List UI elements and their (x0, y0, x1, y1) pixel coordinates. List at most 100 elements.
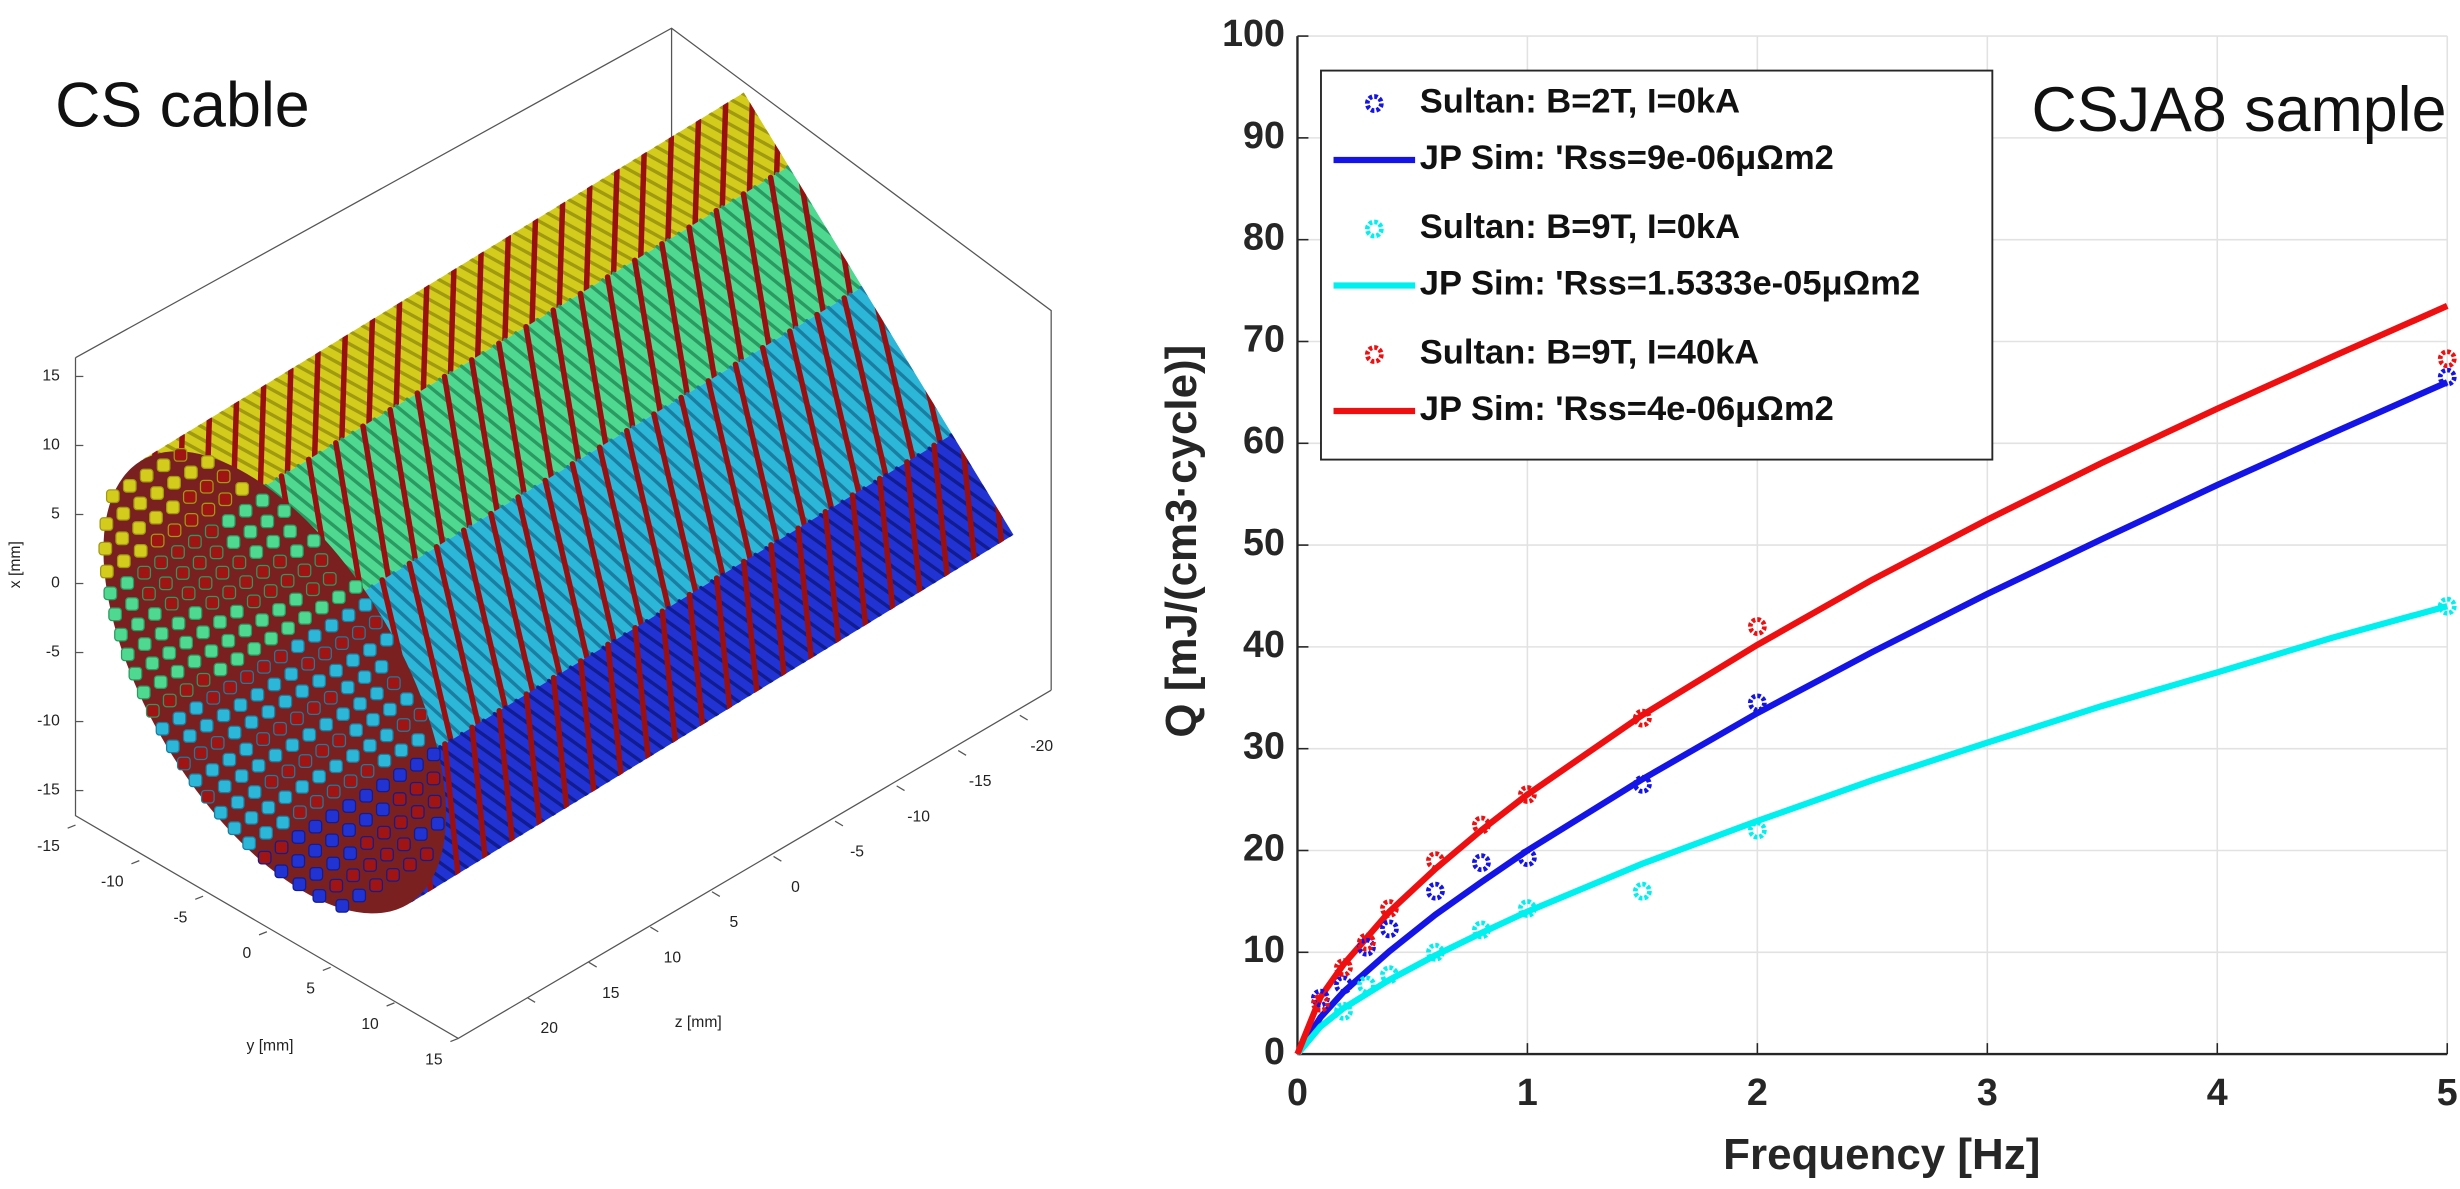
marker (1334, 975, 1353, 995)
strand (406, 560, 454, 743)
legend-box (1320, 69, 1994, 461)
strand (655, 244, 775, 344)
strand (262, 383, 354, 435)
y-tick-label: 50 (1243, 521, 1285, 563)
z-axis-label: z [mm] (675, 1014, 722, 1031)
strand-end (205, 595, 220, 610)
strand (604, 274, 636, 430)
strand (514, 698, 622, 777)
z-tick-label: 15 (602, 985, 620, 1002)
strand (307, 457, 427, 556)
strand (665, 134, 675, 243)
strand (424, 551, 561, 677)
strand (632, 625, 651, 761)
strand (713, 575, 733, 711)
strand-end (397, 837, 411, 852)
strand (524, 324, 645, 423)
strand (550, 307, 582, 463)
strand-end (399, 692, 414, 707)
strand (696, 385, 832, 511)
strand (762, 92, 854, 130)
strand-end (394, 743, 409, 758)
strand-end (312, 674, 327, 688)
y-axis-label: Q [mJ/(cm3·cycle)] (1157, 345, 1206, 738)
strand-end (216, 469, 231, 484)
strand (894, 466, 1002, 545)
strand-end (362, 738, 377, 753)
strand-end (128, 666, 143, 681)
strand (719, 101, 729, 210)
strand-end (187, 534, 202, 549)
strand (460, 731, 568, 810)
legend-label: Sultan: B=9T, I=40kA (1420, 334, 1759, 372)
strand (876, 475, 896, 612)
chart-panel: 0 10 20 30 40 50 60 70 80 90 100 0 1 2 3 4 5 Frequency [H… (1157, 12, 2458, 1179)
y-tick (258, 931, 268, 936)
strand-end (233, 698, 248, 712)
marker (1472, 920, 1491, 940)
series-line (1294, 379, 2449, 1056)
strand-end (192, 555, 207, 570)
strand (393, 304, 484, 356)
strand (284, 366, 294, 476)
chart-title: CS cable (55, 70, 310, 140)
strand-end (335, 898, 350, 913)
strand (284, 370, 375, 422)
strand-end (332, 733, 347, 748)
strand-end (302, 727, 317, 742)
strand-end (255, 493, 270, 508)
strand (393, 300, 403, 409)
strand-end (171, 616, 186, 631)
strand-end (292, 805, 307, 820)
strand-end (375, 802, 390, 817)
y-tick-label: 0 (1264, 1030, 1285, 1072)
x-tick-label: 1 (1517, 1071, 1538, 1113)
strand (773, 92, 865, 124)
strand (851, 493, 959, 572)
strand (655, 612, 763, 691)
y-tick-label: 10 (1243, 928, 1285, 970)
marker (1380, 919, 1399, 939)
strand (620, 431, 756, 557)
strand (514, 331, 634, 430)
strand-end (215, 565, 230, 580)
marker (1472, 853, 1491, 873)
strand-end (122, 478, 137, 493)
strand (632, 158, 723, 210)
strand-end (234, 769, 249, 783)
x-tick-label: 10 (42, 437, 60, 454)
strand (688, 592, 796, 671)
strand (705, 378, 753, 561)
strand-end (411, 733, 426, 747)
strand (577, 191, 669, 243)
x-tick-label: -5 (46, 644, 60, 661)
strand (1012, 392, 1014, 529)
strand-end (306, 701, 321, 715)
strand-end (284, 667, 299, 681)
strand (208, 416, 299, 469)
y-tick-label: -5 (173, 909, 187, 926)
strand (905, 459, 1013, 538)
strand-end (187, 654, 202, 669)
strand (624, 427, 672, 611)
strand-end (346, 749, 360, 763)
y-tick-label: 40 (1243, 623, 1285, 665)
strand-end (164, 596, 179, 611)
strand (596, 444, 644, 627)
strand-end (366, 712, 380, 727)
strand (479, 250, 571, 303)
strand (767, 174, 799, 331)
strand (805, 319, 941, 445)
y-tick (67, 824, 76, 829)
y-tick-label: 100 (1222, 12, 1285, 54)
y-tick (450, 1037, 459, 1043)
strand-end (295, 780, 310, 794)
strand (470, 357, 590, 457)
strand-end (145, 703, 160, 718)
strand-end (116, 506, 131, 521)
strand-end (167, 523, 182, 538)
strand-end (200, 455, 215, 470)
strand (623, 632, 731, 711)
strand-end (325, 833, 339, 848)
